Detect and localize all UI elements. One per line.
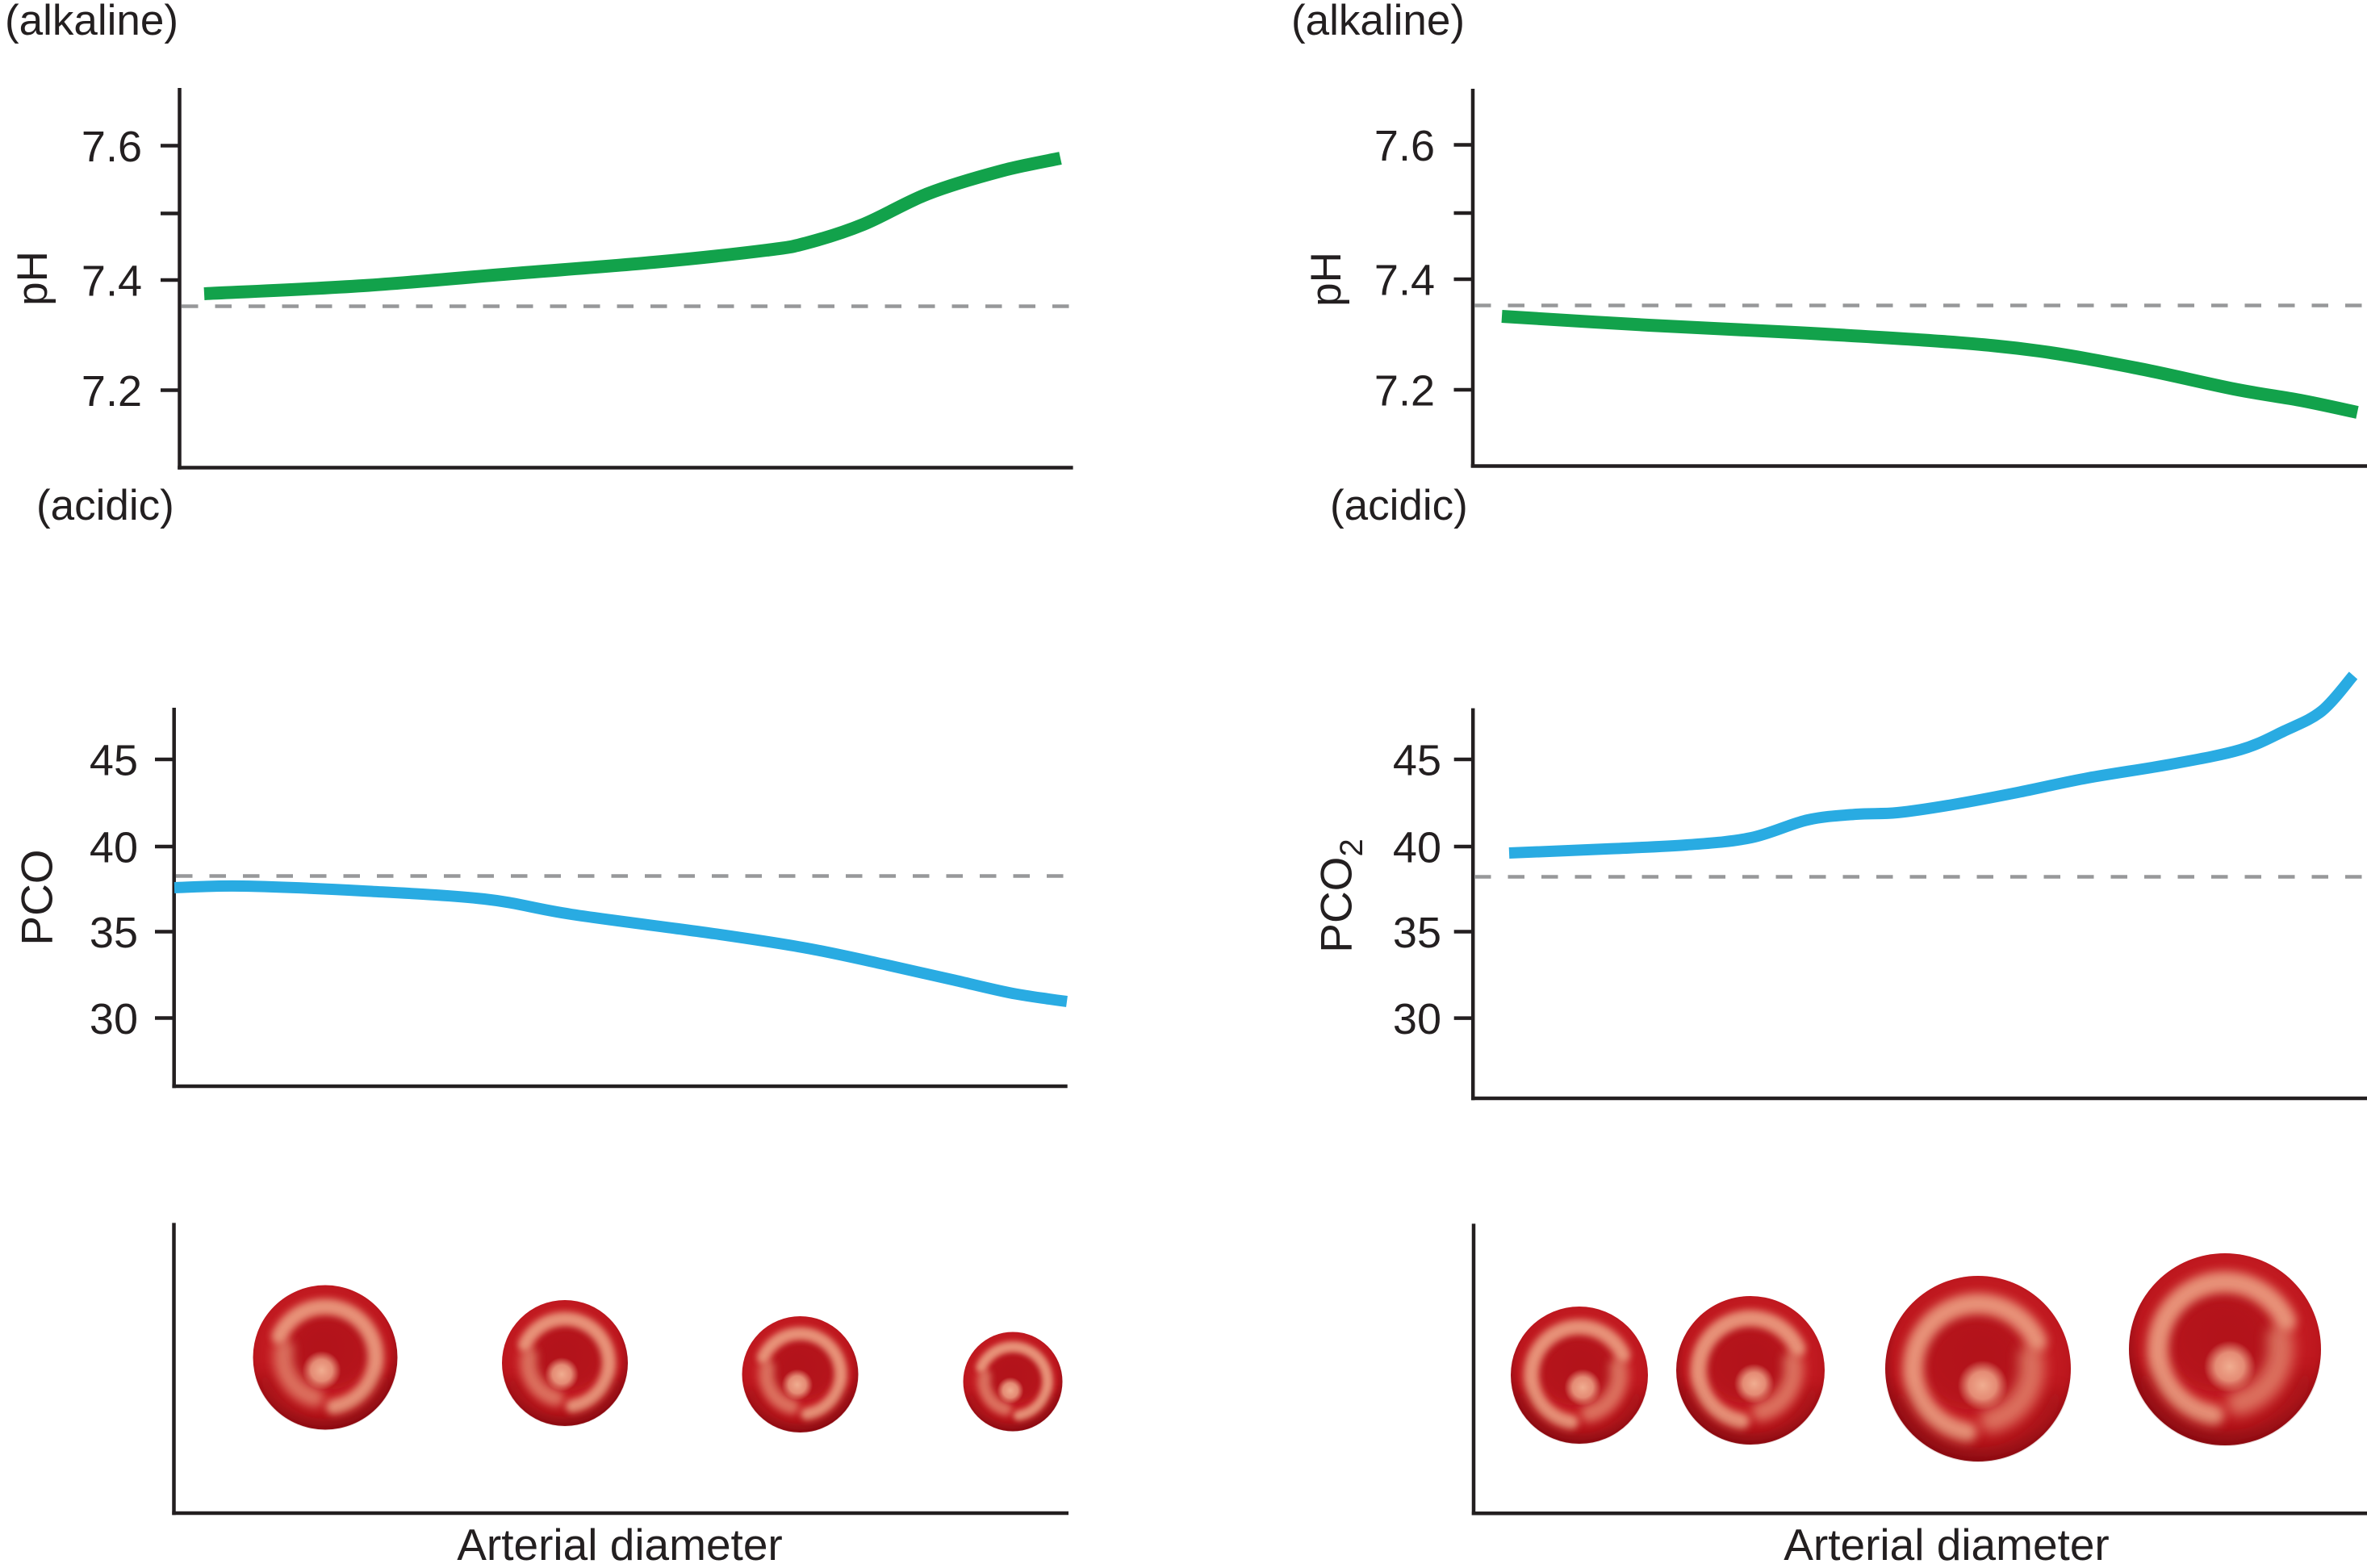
svg-text:35: 35 [1393,909,1441,957]
svg-text:PCO2: PCO2 [1311,838,1370,952]
svg-text:(acidic): (acidic) [1330,482,1468,529]
svg-text:pH: pH [1303,252,1350,307]
svg-text:pH: pH [9,251,56,306]
svg-text:Arterial diameter: Arterial diameter [457,1520,782,1564]
svg-text:45: 45 [90,737,138,785]
svg-text:(acidic): (acidic) [36,482,174,529]
svg-text:30: 30 [90,995,138,1043]
svg-text:30: 30 [1393,995,1441,1043]
svg-text:40: 40 [90,824,138,872]
svg-text:7.6: 7.6 [82,123,142,171]
svg-text:40: 40 [1393,824,1441,872]
svg-text:7.2: 7.2 [82,367,142,416]
svg-text:(alkaline): (alkaline) [5,0,178,44]
svg-text:(alkaline): (alkaline) [1291,0,1465,44]
svg-text:PCO: PCO [12,849,62,945]
svg-text:Arterial diameter: Arterial diameter [1784,1520,2109,1564]
svg-text:7.4: 7.4 [82,257,142,306]
svg-text:35: 35 [90,909,138,957]
svg-text:7.6: 7.6 [1374,122,1435,170]
svg-text:45: 45 [1393,737,1441,785]
svg-text:7.2: 7.2 [1374,367,1435,416]
svg-text:7.4: 7.4 [1374,257,1435,305]
